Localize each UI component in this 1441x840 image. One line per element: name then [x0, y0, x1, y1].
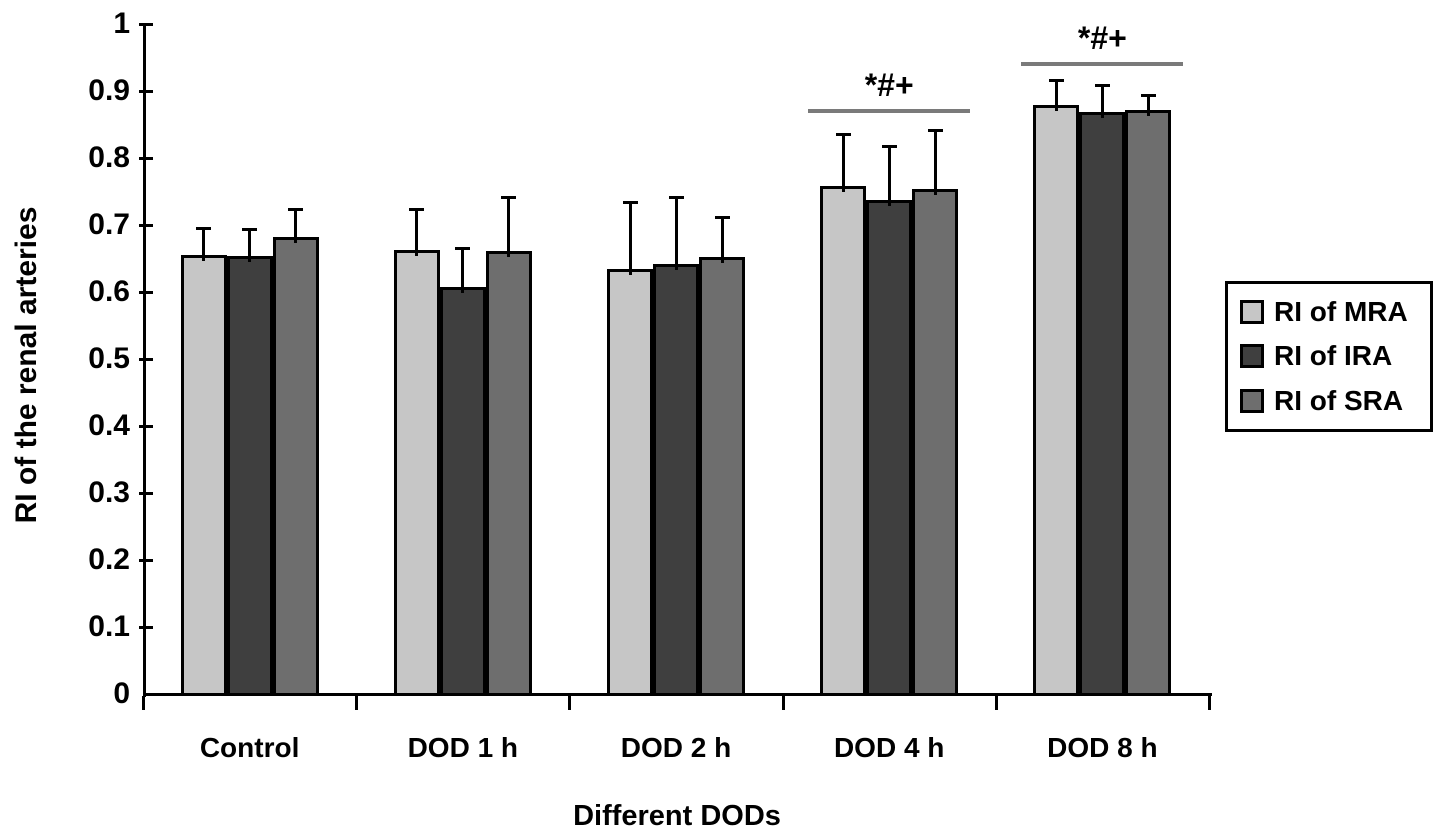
y-axis-tick — [139, 559, 153, 562]
error-bar-cap — [242, 227, 258, 231]
category-label: Control — [199, 732, 300, 763]
bar-ri-of-mra-3 — [607, 269, 653, 696]
legend-swatch-icon — [1240, 388, 1264, 413]
bar-ri-of-sra-2 — [485, 251, 532, 696]
error-bar-cap — [196, 227, 212, 230]
legend-label: RI of IRA — [1274, 340, 1393, 372]
y-axis-tick — [139, 358, 153, 361]
y-tick-label: 0.6 — [88, 275, 130, 308]
bar-ri-of-mra-2 — [393, 249, 440, 696]
error-bar — [202, 227, 206, 262]
y-tick-label: 0.1 — [88, 610, 130, 643]
y-tick-label: 0.3 — [88, 476, 130, 509]
error-bar-cap — [1140, 94, 1156, 98]
error-bar-cap — [288, 207, 304, 211]
bar-ri-of-sra-1 — [272, 237, 319, 696]
y-tick-label: 0.5 — [88, 342, 130, 375]
error-bar — [415, 208, 419, 256]
y-tick-label: 1 — [113, 7, 130, 40]
y-axis-tick — [139, 626, 153, 629]
bar-ri-of-ira-3 — [653, 263, 699, 696]
x-axis-tick — [568, 696, 572, 710]
error-bar — [720, 216, 724, 264]
x-axis-tick — [355, 696, 359, 710]
error-bar — [933, 129, 937, 195]
bar-ri-of-ira-1 — [226, 256, 273, 696]
error-bar — [1146, 94, 1150, 116]
bar-ri-of-ira-4 — [866, 199, 913, 696]
category-label: DOD 8 h — [1047, 732, 1158, 763]
error-bar — [248, 227, 252, 263]
legend-item: RI of IRA — [1240, 340, 1430, 372]
error-bar — [1100, 84, 1104, 118]
bar-ri-of-sra-3 — [699, 257, 745, 696]
x-axis-tick — [781, 696, 785, 710]
bar-ri-of-mra-1 — [180, 255, 227, 696]
x-axis-tick — [994, 696, 998, 710]
y-axis-tick — [139, 492, 153, 495]
bar-ri-of-sra-4 — [912, 188, 959, 696]
significance-text: *#+ — [1077, 20, 1127, 57]
y-axis-tick — [139, 157, 153, 160]
legend: RI of MRA RI of IRA RI of SRA — [1225, 281, 1433, 432]
error-bar — [841, 132, 845, 193]
y-axis-tick — [139, 425, 153, 428]
error-bar — [887, 145, 891, 206]
significance-line — [1021, 62, 1184, 67]
y-tick-label: 0.9 — [88, 74, 130, 107]
bar-ri-of-mra-4 — [820, 186, 867, 696]
legend-swatch-icon — [1240, 344, 1264, 369]
x-axis-tick — [1208, 696, 1211, 710]
y-tick-label: 0.7 — [88, 208, 130, 241]
legend-item: RI of SRA — [1240, 385, 1430, 417]
error-bar-cap — [622, 200, 638, 204]
error-bar-cap — [668, 196, 684, 200]
error-bar — [294, 207, 298, 244]
y-tick-label: 0.8 — [88, 141, 130, 174]
legend-label: RI of MRA — [1274, 296, 1408, 328]
category-label: DOD 1 h — [407, 732, 519, 763]
error-bar-cap — [835, 132, 851, 136]
error-bar — [507, 196, 511, 258]
error-bar-cap — [1048, 78, 1064, 82]
bar-ri-of-ira-2 — [439, 287, 486, 696]
y-axis-tick — [139, 23, 153, 26]
category-label: DOD 2 h — [620, 732, 732, 763]
y-tick-label: 0.4 — [88, 409, 130, 442]
error-bar-cap — [927, 129, 943, 133]
error-bar — [674, 196, 678, 270]
y-axis-tick — [139, 224, 153, 227]
bar-ri-of-ira-5 — [1079, 111, 1126, 696]
category-label: DOD 4 h — [833, 732, 945, 763]
legend-swatch-icon — [1240, 300, 1264, 325]
bar-ri-of-mra-5 — [1033, 105, 1080, 696]
x-axis-title: Different DODs — [573, 800, 781, 832]
y-axis-tick — [139, 90, 153, 93]
error-bar-cap — [1094, 84, 1110, 88]
significance-line — [808, 109, 971, 114]
y-axis-tick — [139, 291, 153, 294]
significance-text: *#+ — [864, 67, 914, 104]
x-axis-tick — [142, 696, 145, 710]
error-bar-cap — [409, 208, 425, 212]
error-bar-cap — [881, 145, 897, 149]
error-bar — [628, 200, 632, 276]
error-bar-cap — [455, 247, 471, 251]
y-tick-label: 0.2 — [88, 543, 130, 576]
error-bar-cap — [714, 216, 730, 220]
error-bar — [461, 247, 465, 294]
bar-ri-of-sra-5 — [1125, 109, 1172, 696]
error-bar-cap — [501, 196, 517, 200]
legend-label: RI of SRA — [1274, 384, 1404, 416]
legend-item: RI of MRA — [1240, 296, 1430, 328]
y-tick-label: 0 — [113, 677, 130, 710]
error-bar — [1054, 78, 1058, 112]
